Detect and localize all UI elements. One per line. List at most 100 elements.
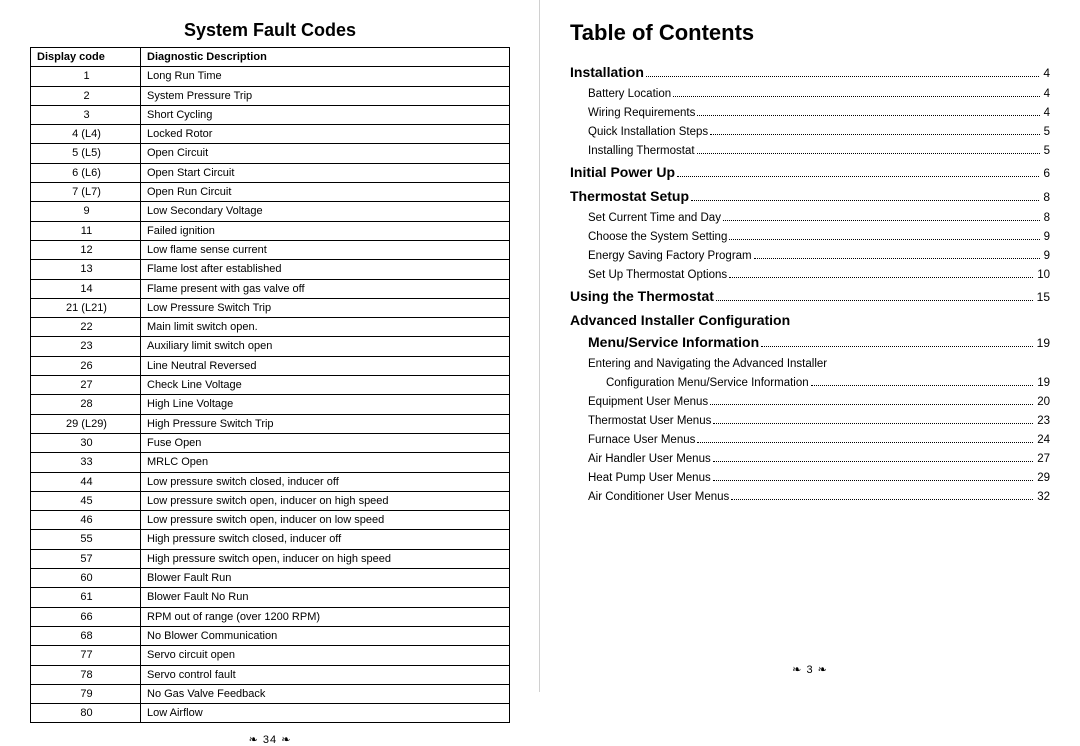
table-row: 9Low Secondary Voltage bbox=[31, 202, 510, 221]
toc-entry: Battery Location4 bbox=[570, 88, 1050, 100]
pagedeco-icon: ❧ bbox=[281, 734, 291, 746]
toc-page: 9 bbox=[1042, 250, 1050, 262]
toc-label: Equipment User Menus bbox=[588, 396, 708, 408]
toc-leader bbox=[697, 115, 1039, 116]
toc-leader bbox=[761, 346, 1032, 347]
toc-label: Menu/Service Information bbox=[588, 334, 759, 350]
fault-code: 46 bbox=[31, 511, 141, 530]
table-row: 45Low pressure switch open, inducer on h… bbox=[31, 491, 510, 510]
toc-page: 29 bbox=[1035, 472, 1050, 484]
fault-description: Auxiliary limit switch open bbox=[141, 337, 510, 356]
toc-label: Installation bbox=[570, 64, 644, 80]
toc-label: Air Conditioner User Menus bbox=[588, 491, 729, 503]
table-row: 28High Line Voltage bbox=[31, 395, 510, 414]
toc-leader bbox=[697, 442, 1033, 443]
toc-label: Thermostat Setup bbox=[570, 188, 689, 204]
toc-leader bbox=[697, 153, 1040, 154]
left-page-number: ❧ 34 ❧ bbox=[30, 733, 510, 746]
col-display-code: Display code bbox=[31, 48, 141, 67]
fault-code: 55 bbox=[31, 530, 141, 549]
toc-section: Advanced Installer Configuration bbox=[570, 312, 1050, 328]
toc-label: Air Handler User Menus bbox=[588, 453, 711, 465]
toc-entry: Set Up Thermostat Options10 bbox=[570, 269, 1050, 281]
toc-leader bbox=[646, 76, 1039, 77]
table-row: 46Low pressure switch open, inducer on l… bbox=[31, 511, 510, 530]
fault-description: High Line Voltage bbox=[141, 395, 510, 414]
table-row: 30Fuse Open bbox=[31, 433, 510, 452]
toc-section: Menu/Service Information 19 bbox=[570, 334, 1050, 350]
pagedeco-icon: ❧ bbox=[818, 664, 828, 676]
right-pagenum-value: 3 bbox=[806, 664, 813, 676]
toc-page: 6 bbox=[1041, 166, 1050, 180]
fault-description: RPM out of range (over 1200 RPM) bbox=[141, 607, 510, 626]
table-row: 61Blower Fault No Run bbox=[31, 588, 510, 607]
toc-label: Entering and Navigating the Advanced Ins… bbox=[588, 358, 827, 370]
fault-description: Short Cycling bbox=[141, 105, 510, 124]
toc-label: Energy Saving Factory Program bbox=[588, 250, 752, 262]
fault-code: 26 bbox=[31, 356, 141, 375]
right-page: Table of Contents Installation4Battery L… bbox=[540, 0, 1080, 692]
toc-label: Advanced Installer Configuration bbox=[570, 312, 790, 328]
fault-description: Flame lost after established bbox=[141, 260, 510, 279]
fault-code: 80 bbox=[31, 704, 141, 723]
toc-label: Configuration Menu/Service Information bbox=[606, 377, 809, 389]
toc-page: 23 bbox=[1035, 415, 1050, 427]
toc-label: Set Current Time and Day bbox=[588, 212, 721, 224]
fault-code: 7 (L7) bbox=[31, 183, 141, 202]
table-row: 29 (L29)High Pressure Switch Trip bbox=[31, 414, 510, 433]
toc-leader bbox=[729, 239, 1039, 240]
fault-code: 30 bbox=[31, 433, 141, 452]
table-row: 3Short Cycling bbox=[31, 105, 510, 124]
fault-code: 57 bbox=[31, 549, 141, 568]
toc-page: 5 bbox=[1042, 145, 1050, 157]
toc-page: 9 bbox=[1042, 231, 1050, 243]
toc-entry: Choose the System Setting 9 bbox=[570, 231, 1050, 243]
toc-entry: Set Current Time and Day8 bbox=[570, 212, 1050, 224]
fault-description: Line Neutral Reversed bbox=[141, 356, 510, 375]
toc-section: Installation4 bbox=[570, 64, 1050, 80]
toc-leader bbox=[754, 258, 1040, 259]
toc-leader bbox=[729, 277, 1033, 278]
fault-description: Check Line Voltage bbox=[141, 376, 510, 395]
table-row: 5 (L5)Open Circuit bbox=[31, 144, 510, 163]
table-row: 11Failed ignition bbox=[31, 221, 510, 240]
table-row: 21 (L21)Low Pressure Switch Trip bbox=[31, 298, 510, 317]
toc-label: Quick Installation Steps bbox=[588, 126, 708, 138]
pagedeco-icon: ❧ bbox=[792, 664, 802, 676]
fault-description: Blower Fault No Run bbox=[141, 588, 510, 607]
right-page-number: ❧ 3 ❧ bbox=[540, 663, 1080, 676]
toc-page: 24 bbox=[1035, 434, 1050, 446]
table-row: 33MRLC Open bbox=[31, 453, 510, 472]
toc-entry: Air Conditioner User Menus32 bbox=[570, 491, 1050, 503]
toc-entry: Installing Thermostat5 bbox=[570, 145, 1050, 157]
toc-section: Initial Power Up6 bbox=[570, 164, 1050, 180]
fault-description: No Blower Communication bbox=[141, 626, 510, 645]
toc-label: Choose the System Setting bbox=[588, 231, 727, 243]
table-row: 1Long Run Time bbox=[31, 67, 510, 86]
toc-page: 4 bbox=[1042, 88, 1050, 100]
fault-description: Long Run Time bbox=[141, 67, 510, 86]
table-row: 44Low pressure switch closed, inducer of… bbox=[31, 472, 510, 491]
fault-code: 78 bbox=[31, 665, 141, 684]
toc-leader bbox=[713, 461, 1033, 462]
toc-label: Furnace User Menus bbox=[588, 434, 695, 446]
toc-leader bbox=[691, 200, 1039, 201]
toc-leader bbox=[723, 220, 1040, 221]
fault-code: 6 (L6) bbox=[31, 163, 141, 182]
toc-page: 19 bbox=[1035, 336, 1050, 350]
fault-code: 2 bbox=[31, 86, 141, 105]
toc-entry: Wiring Requirements4 bbox=[570, 107, 1050, 119]
table-row: 68No Blower Communication bbox=[31, 626, 510, 645]
toc-leader bbox=[716, 300, 1033, 301]
fault-code: 28 bbox=[31, 395, 141, 414]
table-row: 12Low flame sense current bbox=[31, 240, 510, 259]
toc-page: 15 bbox=[1035, 290, 1050, 304]
toc-title: Table of Contents bbox=[570, 20, 1050, 46]
fault-description: System Pressure Trip bbox=[141, 86, 510, 105]
fault-description: Open Start Circuit bbox=[141, 163, 510, 182]
fault-code: 61 bbox=[31, 588, 141, 607]
fault-code: 68 bbox=[31, 626, 141, 645]
fault-code: 27 bbox=[31, 376, 141, 395]
fault-code: 9 bbox=[31, 202, 141, 221]
toc-leader bbox=[677, 176, 1039, 177]
